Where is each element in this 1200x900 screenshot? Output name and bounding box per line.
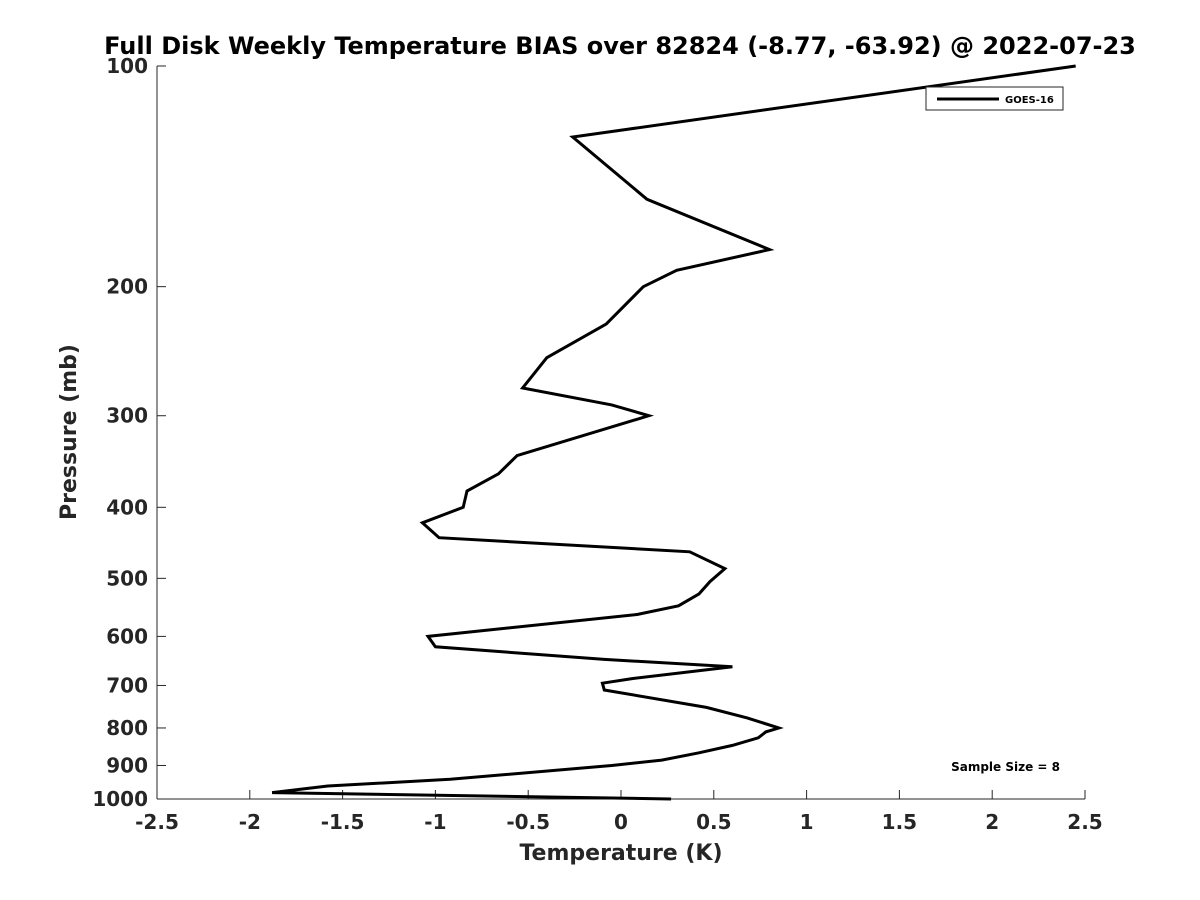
sample-size-annotation: Sample Size = 8 bbox=[951, 760, 1060, 774]
x-tick-label: -2.5 bbox=[135, 810, 179, 834]
y-axis-label: Pressure (mb) bbox=[57, 344, 82, 520]
legend: GOES-16 bbox=[925, 86, 1064, 111]
y-tick-label: 100 bbox=[106, 54, 148, 78]
x-axis-ticks: -2.5 -2 -1.5 -1 -0.5 0 0.5 1 1.5 2 2.5 bbox=[135, 790, 1103, 834]
x-tick-label: -1 bbox=[424, 810, 446, 834]
x-axis-label: Temperature (K) bbox=[519, 841, 722, 866]
y-tick-label: 800 bbox=[106, 716, 148, 740]
plot-area: -2.5 -2 -1.5 -1 -0.5 0 0.5 1 1.5 2 2.5 100 200 300 40… bbox=[92, 54, 1102, 834]
y-axis-ticks: 100 200 300 400 500 600 700 800 900 1000 bbox=[92, 54, 166, 811]
y-tick-label: 200 bbox=[106, 275, 148, 299]
y-tick-label: 500 bbox=[106, 566, 148, 590]
y-tick-label: 900 bbox=[106, 753, 148, 777]
y-tick-label: 600 bbox=[106, 624, 148, 648]
chart-title: Full Disk Weekly Temperature BIAS over 8… bbox=[104, 32, 1136, 60]
x-tick-label: 2 bbox=[985, 810, 999, 834]
y-tick-label: 400 bbox=[106, 495, 148, 519]
series-line-goes-16 bbox=[271, 64, 1076, 801]
x-tick-label: 1 bbox=[800, 810, 814, 834]
x-tick-label: -2 bbox=[239, 810, 261, 834]
x-tick-label: 1.5 bbox=[882, 810, 917, 834]
y-tick-label: 700 bbox=[106, 673, 148, 697]
y-tick-label: 1000 bbox=[92, 787, 148, 811]
legend-label-goes-16: GOES-16 bbox=[1005, 95, 1054, 106]
x-tick-label: 2.5 bbox=[1067, 810, 1102, 834]
x-tick-label: 0 bbox=[614, 810, 628, 834]
x-tick-label: 0.5 bbox=[696, 810, 731, 834]
x-tick-label: -0.5 bbox=[506, 810, 550, 834]
y-tick-label: 300 bbox=[106, 404, 148, 428]
x-tick-label: -1.5 bbox=[321, 810, 365, 834]
